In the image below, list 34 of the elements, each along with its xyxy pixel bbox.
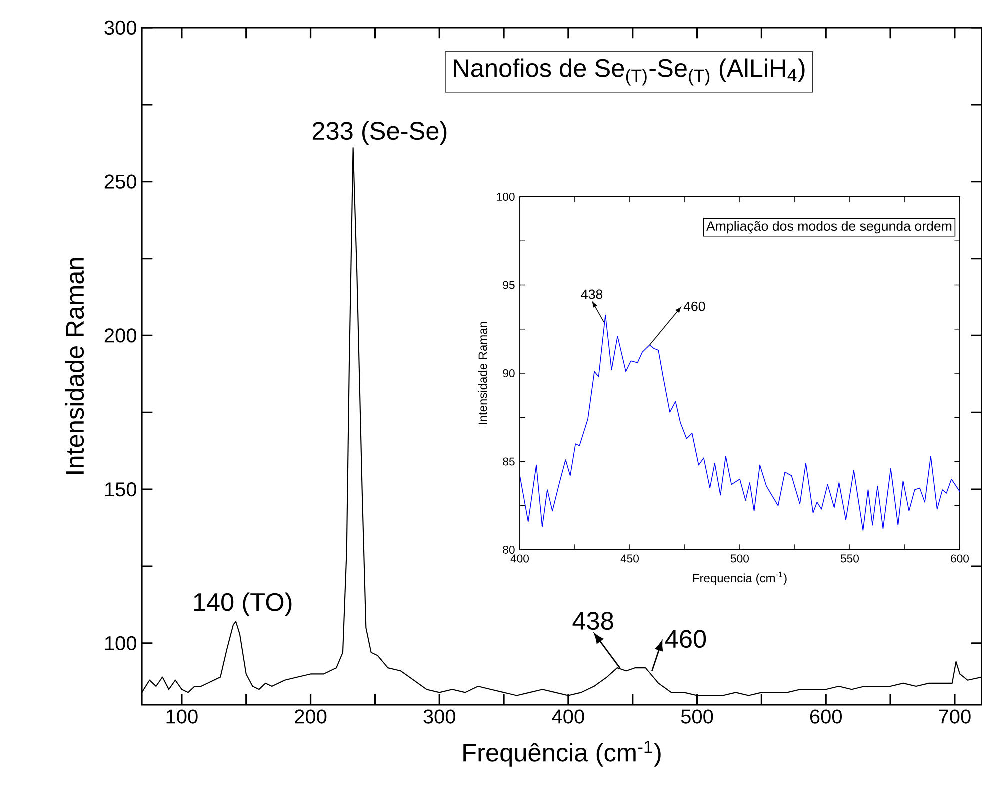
y-tick-label: 250 xyxy=(104,174,136,189)
y-tick-label: 95 xyxy=(503,281,515,290)
x-tick-label: 450 xyxy=(620,554,640,563)
x-tick-label: 700 xyxy=(939,710,971,724)
x-tick-label: 200 xyxy=(295,710,327,724)
annotation: 233 (Se-Se) xyxy=(312,121,447,146)
y-axis-title: Intensidade Raman xyxy=(478,322,488,424)
y-tick-label: 100 xyxy=(105,636,136,651)
x-axis-title: Frequencia (cm$^{-1}$) xyxy=(693,572,787,585)
x-tick-label: 600 xyxy=(951,554,970,563)
text: Nanofios de Se$_{(T)}$-Se$_{(T)}$ (AlLiH$_{4}$) xyxy=(454,58,805,86)
y-tick-label: 80 xyxy=(503,546,515,554)
text: Ampliação dos modos de segunda ordem xyxy=(706,221,952,234)
x-axis-title: Frequência (cm$^{-1}$) xyxy=(464,741,661,767)
y-tick-label: 85 xyxy=(503,458,515,466)
x-tick-label: 500 xyxy=(731,554,750,563)
x-tick-label: 600 xyxy=(810,710,842,724)
x-tick-label: 400 xyxy=(552,710,584,724)
x-tick-label: 400 xyxy=(510,554,530,563)
annotation: 140 (TO) xyxy=(194,592,292,616)
x-tick-label: 100 xyxy=(166,710,198,724)
y-tick-label: 90 xyxy=(503,369,515,378)
annotation: 438 xyxy=(581,290,603,300)
annotation: 460 xyxy=(684,302,706,312)
y-tick-label: 150 xyxy=(105,482,136,497)
y-tick-label: 100 xyxy=(497,192,515,201)
annotation: 460 xyxy=(665,630,706,648)
x-tick-label: 500 xyxy=(681,710,714,724)
annotation: 438 xyxy=(572,612,614,630)
y-axis-title: Intensidade Raman xyxy=(66,258,84,474)
x-tick-label: 300 xyxy=(424,710,456,724)
y-tick-label: 200 xyxy=(104,328,136,343)
y-tick-label: 300 xyxy=(104,20,136,36)
x-tick-label: 550 xyxy=(841,554,860,563)
